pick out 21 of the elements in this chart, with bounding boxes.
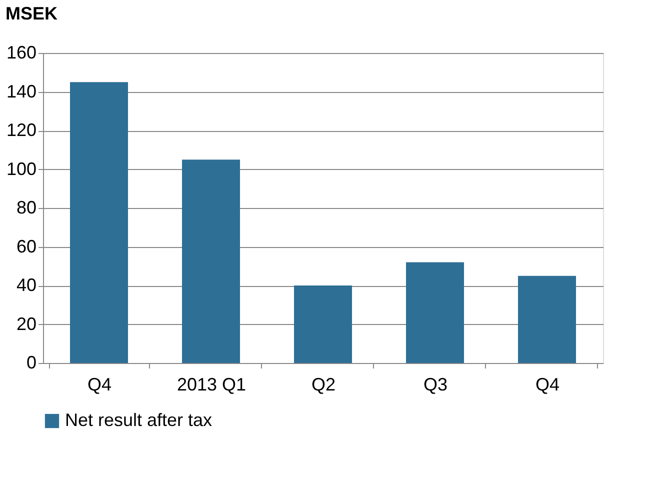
y-axis-title: MSEK: [6, 4, 58, 24]
legend-label: Net result after tax: [65, 410, 212, 430]
y-tick-label: 40: [16, 275, 36, 295]
x-tick-label: Q3: [423, 374, 448, 394]
x-tick-label: Q4: [535, 374, 560, 394]
y-tick-label: 0: [26, 352, 36, 372]
y-tick-label: 120: [6, 120, 36, 140]
y-tick-label: 60: [16, 236, 36, 256]
bar: [518, 276, 576, 363]
y-tick-label: 140: [6, 81, 36, 102]
bar: [70, 82, 128, 363]
bar: [294, 286, 352, 363]
y-tick-label: 160: [6, 42, 36, 62]
x-tick-label: Q4: [87, 374, 112, 394]
y-tick-label: 20: [16, 314, 36, 334]
y-tick-label: 100: [6, 158, 36, 179]
x-tick-label: 2013 Q1: [176, 374, 246, 394]
bar: [406, 262, 464, 363]
x-tick-label: Q2: [311, 374, 336, 394]
bar: [182, 160, 240, 363]
y-tick-label: 80: [16, 198, 36, 218]
